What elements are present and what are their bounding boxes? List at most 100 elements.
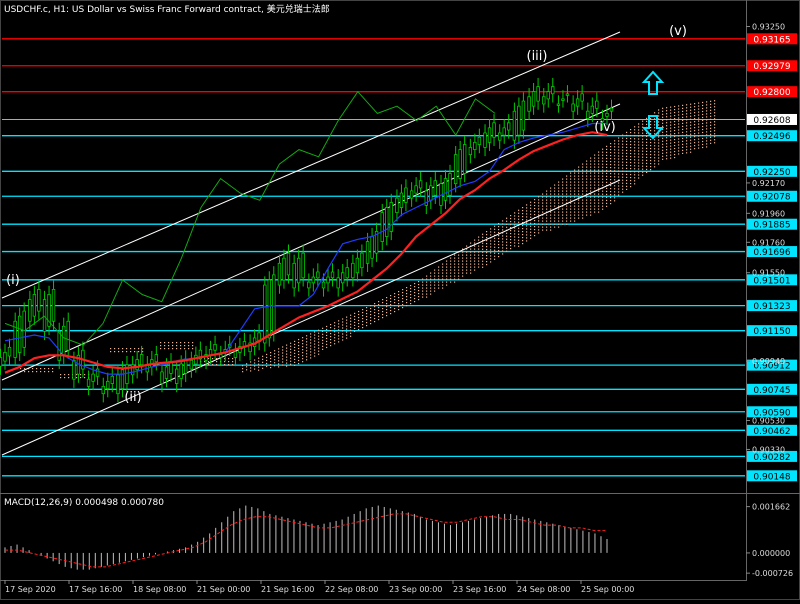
cloud-dot: [698, 126, 700, 128]
cloud-dot: [574, 196, 576, 198]
cloud-dot: [626, 158, 628, 160]
cloud-dot: [706, 137, 708, 139]
cloud-dot: [370, 308, 372, 310]
cloud-dot: [610, 164, 612, 166]
cloud-dot: [164, 342, 166, 344]
price-axis-label: 0.90940: [752, 357, 785, 366]
cloud-dot: [606, 160, 608, 162]
cloud-dot: [286, 353, 288, 355]
cloud-dot: [698, 132, 700, 134]
cloud-dot: [566, 196, 568, 198]
cloud-dot: [570, 202, 572, 204]
cloud-dot: [422, 284, 424, 286]
cloud-dot: [522, 207, 524, 209]
cloud-dot: [518, 221, 520, 223]
cloud-dot: [478, 236, 480, 238]
cloud-dot: [302, 352, 304, 354]
cloud-dot: [438, 287, 440, 289]
cloud-dot: [586, 196, 588, 198]
cloud-dot: [494, 240, 496, 242]
candle-body: [233, 351, 238, 358]
cloud-dot: [342, 333, 344, 335]
cloud-dot: [262, 364, 264, 366]
cloud-dot: [614, 146, 616, 148]
cloud-dot: [630, 174, 632, 176]
candle-body: [433, 180, 438, 196]
cloud-dot: [306, 353, 308, 355]
cloud-dot: [498, 238, 500, 240]
cloud-dot: [650, 121, 652, 123]
cloud-dot: [646, 153, 648, 155]
cloud-dot: [562, 208, 564, 210]
cloud-dot: [434, 278, 436, 280]
down-arrow-icon: [641, 115, 665, 140]
cloud-dot: [562, 211, 564, 213]
cloud-dot: [658, 148, 660, 150]
cloud-dot: [394, 299, 396, 301]
cloud-dot: [164, 345, 166, 347]
cloud-dot: [658, 142, 660, 144]
cloud-dot: [454, 278, 456, 280]
cloud-dot: [262, 367, 264, 369]
cloud-dot: [28, 371, 30, 373]
time-axis-label: 25 Sep 00:00: [581, 585, 634, 594]
cloud-dot: [142, 348, 144, 350]
cloud-dot: [490, 240, 492, 242]
cloud-dot: [590, 211, 592, 213]
candle-body: [292, 262, 296, 289]
cloud-dot: [702, 134, 704, 137]
cloud-dot: [670, 130, 672, 132]
cloud-dot: [522, 219, 524, 221]
cloud-dot: [374, 312, 376, 314]
cloud-dot: [250, 361, 252, 363]
cloud-dot: [550, 205, 552, 207]
cloud-dot: [80, 374, 82, 376]
cloud-dot: [466, 269, 468, 271]
cloud-dot: [306, 359, 308, 361]
cloud-dot: [550, 223, 552, 225]
cloud-dot: [40, 371, 42, 373]
cloud-dot: [634, 177, 636, 179]
cloud-dot: [168, 348, 170, 350]
macd-axis-label: -0.000726: [752, 569, 793, 578]
cloud-dot: [398, 309, 400, 311]
cloud-dot: [698, 102, 700, 104]
cloud-dot: [318, 338, 320, 340]
cloud-dot: [454, 269, 456, 271]
cloud-dot: [626, 188, 628, 190]
cloud-dot: [558, 217, 560, 219]
cloud-dot: [646, 117, 648, 119]
macd-axis-label: 0.001662: [752, 503, 790, 512]
cloud-dot: [84, 377, 86, 379]
cloud-dot: [462, 254, 464, 256]
cloud-dot: [494, 225, 496, 227]
cloud-dot: [606, 178, 608, 180]
cloud-dot: [714, 115, 716, 117]
cloud-dot: [658, 154, 660, 156]
cloud-dot: [228, 364, 230, 366]
cloud-dot: [690, 106, 692, 108]
cloud-dot: [654, 133, 656, 135]
cloud-dot: [666, 137, 668, 139]
cloud-dot: [654, 130, 656, 132]
cloud-dot: [474, 266, 476, 268]
cloud-dot: [682, 125, 684, 127]
cloud-dot: [386, 303, 388, 305]
cloud-dot: [470, 263, 472, 265]
cloud-dot: [426, 275, 428, 277]
cloud-dot: [36, 371, 38, 373]
cloud-dot: [374, 309, 376, 311]
cloud-dot: [216, 364, 218, 366]
cloud-dot: [390, 295, 392, 297]
cloud-dot: [474, 257, 476, 259]
cloud-dot: [366, 322, 368, 324]
cloud-dot: [390, 310, 392, 312]
candle-body: [296, 257, 301, 284]
cloud-dot: [434, 290, 436, 292]
cloud-dot: [602, 166, 604, 168]
cloud-dot: [126, 351, 128, 353]
cloud-dot: [306, 335, 308, 337]
cloud-dot: [446, 275, 448, 277]
cloud-dot: [690, 112, 692, 114]
